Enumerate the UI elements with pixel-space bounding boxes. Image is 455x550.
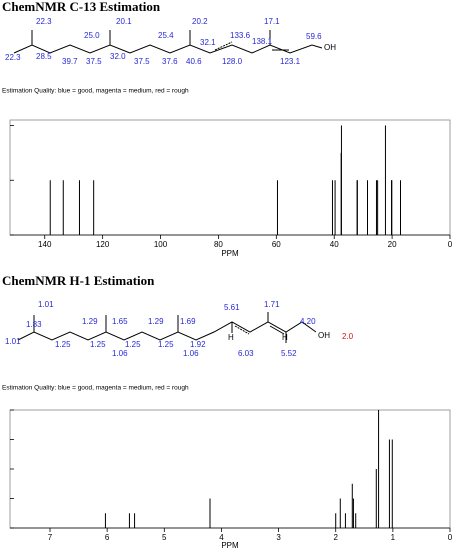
x-tick-label: 100 bbox=[154, 240, 168, 249]
shift-label: 1.69 bbox=[180, 317, 196, 326]
shift-label: 1.01 bbox=[5, 337, 21, 346]
shift-label: 4.20 bbox=[300, 317, 316, 326]
x-tick-label: 140 bbox=[38, 240, 52, 249]
x-tick-label: 120 bbox=[96, 240, 110, 249]
shift-label: 1.83 bbox=[26, 320, 42, 329]
x-tick-label: 1 bbox=[391, 533, 396, 542]
x-tick-label: 0 bbox=[448, 240, 453, 249]
shift-label: 20.1 bbox=[116, 17, 132, 26]
shift-label: 37.6 bbox=[162, 57, 178, 66]
shift-label: 39.7 bbox=[62, 57, 78, 66]
shift-label: 1.29 bbox=[148, 317, 164, 326]
shift-label: 1.25 bbox=[90, 340, 106, 349]
x-tick-label: 4 bbox=[219, 533, 224, 542]
h1-structure bbox=[17, 312, 317, 343]
x-axis-label: PPM bbox=[221, 541, 239, 550]
c13-structure bbox=[13, 30, 323, 54]
shift-label: 5.52 bbox=[281, 349, 297, 358]
x-tick-label: 6 bbox=[105, 533, 110, 542]
shift-label: 1.06 bbox=[112, 349, 128, 358]
shift-label: 37.5 bbox=[134, 57, 150, 66]
shift-label: 2.0 bbox=[342, 332, 354, 341]
x-tick-label: 7 bbox=[48, 533, 53, 542]
shift-label: 32.1 bbox=[200, 38, 216, 47]
shift-label: 5.61 bbox=[224, 303, 240, 312]
shift-label: 37.5 bbox=[86, 57, 102, 66]
shift-label: 25.0 bbox=[84, 31, 100, 40]
x-tick-label: 0 bbox=[448, 533, 453, 542]
shift-label: 128.0 bbox=[222, 57, 243, 66]
x-tick-label: 5 bbox=[162, 533, 167, 542]
shift-label: 20.2 bbox=[192, 17, 208, 26]
shift-label: 40.6 bbox=[186, 57, 202, 66]
quality-note: Estimation Quality: blue = good, magenta… bbox=[2, 88, 189, 95]
shift-label: 1.65 bbox=[112, 317, 128, 326]
shift-label: OH bbox=[324, 43, 336, 52]
shift-label: 1.25 bbox=[125, 340, 141, 349]
shift-label: 1.92 bbox=[190, 340, 206, 349]
x-tick-label: 40 bbox=[330, 240, 339, 249]
x-tick-label: 20 bbox=[388, 240, 397, 249]
x-tick-label: 3 bbox=[276, 533, 281, 542]
shift-label: 22.3 bbox=[5, 53, 21, 62]
x-tick-label: 2 bbox=[333, 533, 338, 542]
plot-frame bbox=[9, 119, 451, 236]
shift-label: 1.71 bbox=[264, 300, 280, 309]
shift-label: 6.03 bbox=[238, 349, 254, 358]
shift-label: 1.25 bbox=[55, 340, 71, 349]
shift-label: 138.1 bbox=[252, 37, 273, 46]
shift-label: 1.06 bbox=[183, 349, 199, 358]
plot-frame bbox=[9, 409, 451, 529]
x-axis-label: PPM bbox=[221, 249, 239, 258]
shift-label: H bbox=[282, 333, 288, 342]
shift-label: H bbox=[228, 333, 234, 342]
shift-label: 59.6 bbox=[306, 32, 322, 41]
x-tick-label: 60 bbox=[272, 240, 281, 249]
x-tick-label: 80 bbox=[214, 240, 223, 249]
shift-label: 1.01 bbox=[38, 300, 54, 309]
chart-title: ChemNMR H-1 Estimation bbox=[2, 273, 155, 288]
shift-label: 22.3 bbox=[36, 17, 52, 26]
shift-label: 1.25 bbox=[158, 340, 174, 349]
shift-label: 133.6 bbox=[230, 31, 251, 40]
shift-label: 28.5 bbox=[36, 52, 52, 61]
shift-label: 123.1 bbox=[280, 57, 301, 66]
shift-label: 17.1 bbox=[264, 17, 280, 26]
shift-label: OH bbox=[318, 331, 330, 340]
chart-title: ChemNMR C-13 Estimation bbox=[2, 0, 161, 14]
shift-label: 25.4 bbox=[158, 31, 174, 40]
shift-label: 32.0 bbox=[110, 52, 126, 61]
quality-note: Estimation Quality: blue = good, magenta… bbox=[2, 385, 189, 392]
shift-label: 1.29 bbox=[82, 317, 98, 326]
